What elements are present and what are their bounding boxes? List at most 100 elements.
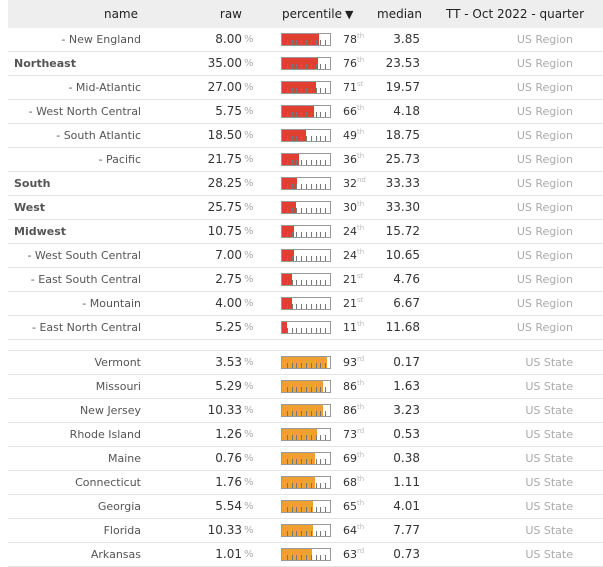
percentile-bar-tick	[310, 184, 312, 189]
row-name[interactable]: South	[14, 177, 51, 190]
row-name[interactable]: Arkansas	[90, 548, 141, 561]
row-name[interactable]: - Mid-Atlantic	[68, 81, 141, 94]
percentile-bar-tick	[325, 387, 327, 392]
percentile-bar-tick	[296, 483, 298, 488]
column-header-percentile[interactable]: percentile ▼	[282, 0, 372, 29]
row-name[interactable]: Midwest	[14, 225, 67, 238]
percentile-bar-tick	[315, 232, 317, 237]
row-name[interactable]: Florida	[103, 524, 141, 537]
percent-sign: %	[244, 82, 254, 93]
percentile-value: 71	[343, 81, 357, 94]
row-name[interactable]: - West South Central	[27, 249, 141, 262]
row-name[interactable]: - New England	[61, 33, 141, 46]
scope-label: US State	[525, 428, 573, 441]
percentile-bar-tick	[291, 435, 293, 440]
row-name[interactable]: - South Atlantic	[56, 129, 141, 142]
row-name[interactable]: Missouri	[95, 380, 141, 393]
percentile-suffix: rd	[357, 427, 365, 435]
column-header-median[interactable]: median	[377, 7, 422, 21]
percentile-bar-tick	[301, 280, 303, 285]
percentile-bar-tick	[301, 88, 303, 93]
raw-value: 0.76	[215, 451, 242, 465]
dataset-selector[interactable]: TT - Oct 2022 - quarter	[446, 7, 584, 21]
row-name[interactable]: Vermont	[94, 356, 142, 369]
row-name[interactable]: - West North Central	[28, 105, 141, 118]
row-name[interactable]: West	[14, 201, 46, 214]
percentile-bar-tick	[306, 363, 307, 368]
percentile-bar-tick	[320, 304, 322, 309]
row-name[interactable]: Northeast	[14, 57, 76, 70]
row-name[interactable]: Georgia	[97, 500, 141, 513]
percentile-bar-tick	[310, 411, 312, 416]
row-name[interactable]: Rhode Island	[69, 428, 141, 441]
row-name[interactable]: Connecticut	[75, 476, 141, 489]
percentile-bar	[281, 177, 331, 190]
median-value: 33.33	[385, 176, 420, 190]
percent-sign: %	[244, 250, 254, 261]
percentile-bar-tick	[306, 280, 307, 285]
column-header-raw[interactable]: raw	[219, 7, 242, 21]
percentile-bar-tick	[296, 208, 298, 213]
percentile-bar-tick	[301, 328, 303, 333]
percentile-bar-tick	[310, 387, 312, 392]
percentile-bar-fill	[282, 453, 316, 464]
row-name[interactable]: Maine	[107, 452, 141, 465]
percentile-bar-tick	[320, 160, 322, 165]
percentile-bar-tick	[286, 555, 288, 560]
raw-value: 25.75	[207, 200, 242, 214]
column-header-name[interactable]: name	[103, 7, 138, 21]
percentile-bar-tick	[315, 136, 317, 141]
percentile-value: 49	[343, 129, 357, 142]
percent-sign: %	[244, 453, 254, 464]
percentile-bar	[281, 476, 331, 489]
percentile-bar-tick	[310, 88, 312, 93]
percentile-bar-tick	[325, 256, 327, 261]
percentile-bar-tick	[315, 483, 317, 488]
median-value: 19.57	[385, 80, 420, 94]
percentile-bar-tick	[315, 280, 317, 285]
percentile-bar-tick	[286, 411, 288, 416]
row-name[interactable]: - Pacific	[98, 153, 141, 166]
percentile-bar-tick	[291, 304, 293, 309]
median-value: 33.30	[385, 200, 420, 214]
row-name[interactable]: New Jersey	[79, 404, 141, 417]
scope-label: US Region	[516, 225, 573, 238]
row-name[interactable]: - East South Central	[30, 273, 141, 286]
percentile-bar-tick	[301, 256, 303, 261]
row-name[interactable]: - East North Central	[31, 321, 141, 334]
row-name[interactable]: - Mountain	[82, 297, 141, 310]
percentile-bar-tick	[315, 184, 317, 189]
scope-label: US State	[525, 452, 573, 465]
percentile-bar-fill	[282, 429, 318, 440]
percentile-value: 68	[343, 476, 357, 489]
percentile-bar-tick	[310, 435, 312, 440]
percentile-bar-tick	[320, 531, 322, 536]
percentile-bar-tick	[315, 88, 317, 93]
median-value: 0.53	[393, 427, 420, 441]
percentile-bar-tick	[315, 112, 317, 117]
percentile-bar-tick	[301, 459, 303, 464]
percentile-bar-tick	[291, 411, 293, 416]
